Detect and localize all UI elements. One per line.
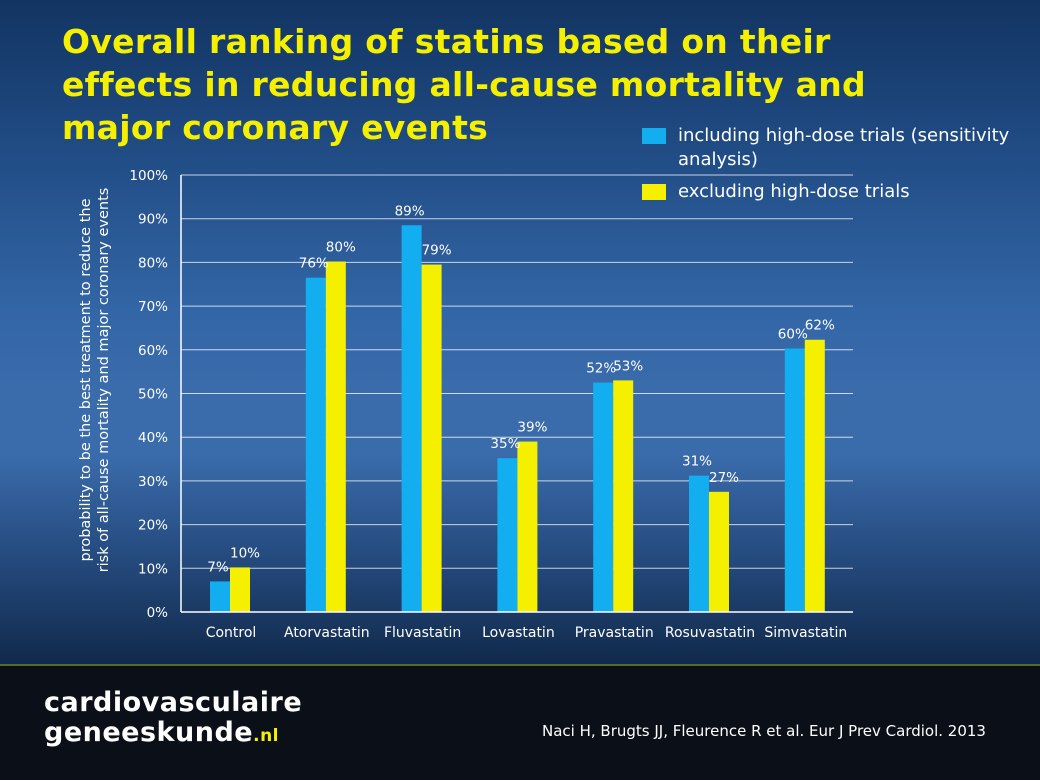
y-axis-label-line: probability to be the best treatment to … <box>78 198 94 561</box>
bar-value-label: 89% <box>395 203 425 219</box>
footer-divider <box>0 664 1040 666</box>
grid-lines <box>181 174 853 569</box>
y-tick-label: 70% <box>138 299 168 315</box>
y-tick-label: 50% <box>138 387 168 403</box>
bar-excluding <box>709 491 729 612</box>
bar-excluding <box>517 441 538 612</box>
legend-label-excluding: excluding high-dose trials <box>678 181 910 202</box>
x-tick-label: Pravastatin <box>575 625 654 641</box>
logo-line-2: geneeskunde <box>44 717 254 748</box>
bar-including <box>497 458 518 612</box>
footer-bar <box>0 664 1040 780</box>
x-tick-label: Control <box>206 625 257 641</box>
bar-value-label: 60% <box>778 326 808 342</box>
x-tick-label: Fluvastatin <box>384 625 461 641</box>
y-tick-label: 20% <box>138 518 168 534</box>
bar-including <box>210 581 230 612</box>
bar-value-label: 80% <box>326 240 356 256</box>
legend: including high-dose trials (sensitivity … <box>642 124 1040 212</box>
bar-including <box>689 475 709 612</box>
logo-line-1: cardiovasculaire <box>44 687 303 718</box>
x-tick-label: Rosuvastatin <box>665 625 755 641</box>
bar-value-label: 79% <box>422 243 452 259</box>
x-tick-label: Simvastatin <box>764 625 847 641</box>
legend-swatch-blue <box>642 128 666 144</box>
legend-item-excluding: excluding high-dose trials <box>642 180 1040 204</box>
x-tick-label: Lovastatin <box>482 625 555 641</box>
bar-including <box>401 225 422 612</box>
y-tick-label: 10% <box>138 561 168 577</box>
y-tick-label: 40% <box>138 430 168 446</box>
y-tick-label: 100% <box>129 168 168 184</box>
x-tick-label: Atorvastatin <box>284 625 370 641</box>
bar-excluding <box>325 261 346 612</box>
logo-suffix: .nl <box>253 726 279 746</box>
bar-value-label: 35% <box>490 436 520 452</box>
slide-title: Overall ranking of statins based on thei… <box>62 22 866 147</box>
bar-including <box>305 277 326 612</box>
bar-including <box>593 382 614 612</box>
bar-value-label: 39% <box>517 420 547 436</box>
bar-value-label: 52% <box>586 361 616 377</box>
bar-value-label: 10% <box>230 545 260 561</box>
bar-excluding <box>804 339 825 612</box>
x-tick-labels: Control Atorvastatin Fluvastatin Lovastatin… <box>206 625 848 641</box>
y-tick-label: 0% <box>147 605 169 621</box>
bar-excluding <box>230 567 250 612</box>
bar-including <box>784 348 805 612</box>
y-tick-label: 80% <box>138 255 168 271</box>
y-axis-label-line: risk of all-cause mortality and major co… <box>96 188 112 573</box>
y-tick-label: 90% <box>138 212 168 228</box>
y-tick-label: 60% <box>138 343 168 359</box>
bar-excluding <box>421 264 442 612</box>
bar-excluding <box>613 380 634 612</box>
bar-value-label: 7% <box>207 559 229 575</box>
bars <box>210 225 825 612</box>
legend-swatch-yellow <box>642 184 666 200</box>
y-tick-label: 30% <box>138 474 168 490</box>
bar-value-label: 62% <box>805 318 835 334</box>
citation: Naci H, Brugts JJ, Fleurence R et al. Eu… <box>542 722 986 740</box>
bar-value-label: 53% <box>613 358 643 374</box>
bar-value-label: 27% <box>709 470 739 486</box>
logo: cardiovasculaire geneeskunde.nl <box>44 688 302 751</box>
y-axis-label: probability to be the best treatment to … <box>78 188 112 573</box>
bar-value-labels: 7%10% 76%80% 89% 79% 35%39% 52%53% 31%27% 60%62… <box>207 203 835 575</box>
bar-chart: 0%10%20%30%40%50%60%70%80%90%100% 7%10%7… <box>78 168 853 641</box>
bar-value-label: 76% <box>299 256 329 272</box>
legend-label-including: including high-dose trials (sensitivity … <box>678 125 1010 170</box>
legend-item-including: including high-dose trials (sensitivity … <box>642 124 1040 172</box>
bar-value-label: 31% <box>682 454 712 470</box>
y-tick-labels: 0% 10% 20% 30% 40% 50% 60% 70% 80% 90% 100% <box>129 168 168 621</box>
